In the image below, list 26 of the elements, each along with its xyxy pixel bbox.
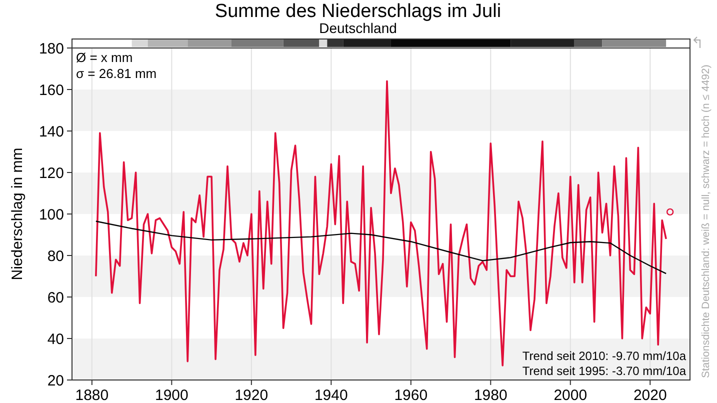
x-tick-label: 1980 bbox=[474, 387, 508, 403]
x-tick-label: 2000 bbox=[554, 387, 588, 403]
chart-title: Summe des Niederschlags im Juli bbox=[214, 1, 502, 22]
y-tick-label: 20 bbox=[47, 372, 64, 390]
y-axis-title: Niederschlag in mm bbox=[9, 148, 26, 280]
x-tick-label: 1900 bbox=[154, 387, 188, 403]
x-tick-label: 1960 bbox=[394, 387, 428, 403]
y-tick-label: 160 bbox=[38, 82, 64, 99]
x-tick-label: 1920 bbox=[234, 387, 268, 403]
y-tick-label: 180 bbox=[38, 40, 64, 58]
y-tick-label: 120 bbox=[38, 164, 64, 182]
annotation: Trend seit 2010: -9.70 mm/10a bbox=[522, 349, 686, 363]
y-tick-label: 100 bbox=[38, 206, 64, 224]
chart-subtitle: Deutschland bbox=[319, 20, 397, 36]
annotation: σ = 26.81 mm bbox=[76, 66, 157, 81]
x-tick-label: 1880 bbox=[75, 387, 109, 403]
x-tick-label: 1940 bbox=[314, 387, 348, 403]
line-series bbox=[95, 220, 667, 274]
y-tick-label: 80 bbox=[47, 248, 64, 265]
text: Stationsdichte Deutschland: weiß = null, schwarz = hoch (n ≤ 4492) bbox=[700, 64, 712, 378]
x-tick-label: 2020 bbox=[633, 387, 667, 403]
y-tick-label: 140 bbox=[38, 123, 64, 140]
annotation: Trend seit 1995: -3.70 mm/10a bbox=[522, 364, 686, 378]
y-tick-label: 60 bbox=[47, 289, 64, 306]
annotation: Ø = x mm bbox=[76, 50, 133, 65]
y-tick-label: 40 bbox=[47, 330, 64, 348]
